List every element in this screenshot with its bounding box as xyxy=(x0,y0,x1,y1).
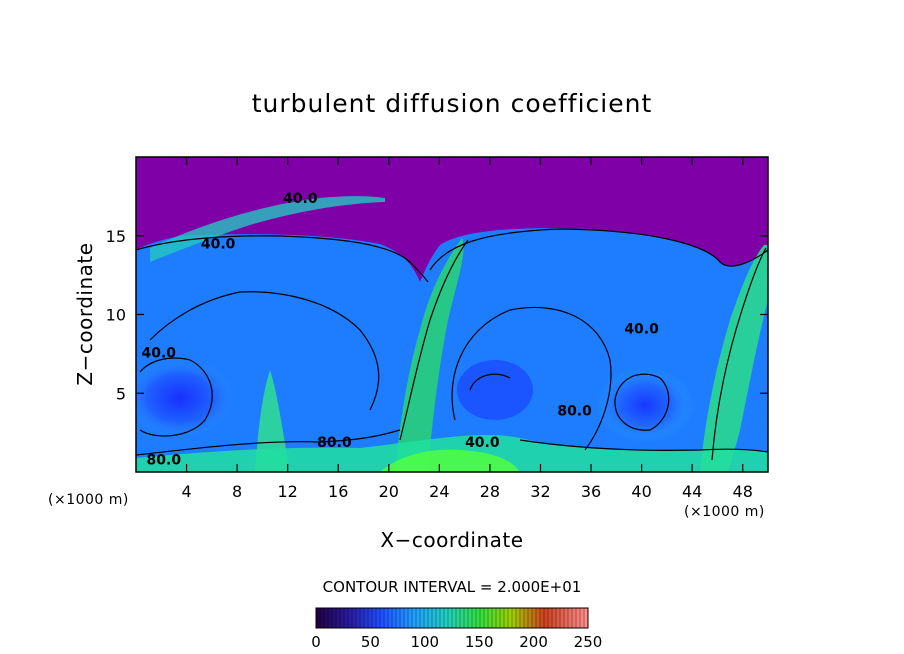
contour-line xyxy=(469,373,511,391)
heatmap-field xyxy=(136,157,768,472)
eddy-left xyxy=(136,358,235,438)
x-tick-label: 8 xyxy=(232,482,242,501)
colorbar-tick-label: 200 xyxy=(519,633,548,651)
contour-line xyxy=(149,291,380,411)
contour-label: 80.0 xyxy=(557,404,592,420)
y-axis-ticks: 5 10 15 xyxy=(106,227,768,403)
x-axis-label: X−coordinate xyxy=(380,528,523,552)
stable-region xyxy=(136,157,768,282)
colorbar-tick-label: 50 xyxy=(361,633,380,651)
y-tick-label: 5 xyxy=(116,384,126,403)
x-tick-label: 20 xyxy=(379,482,399,501)
eddy-center xyxy=(457,360,533,420)
contour-line xyxy=(399,239,469,441)
contour-label: 40.0 xyxy=(283,191,318,207)
colorbar-tick-label: 0 xyxy=(311,633,321,651)
contour-line xyxy=(139,357,213,437)
eddy-right xyxy=(595,367,695,443)
contour-line xyxy=(519,439,768,453)
colorbar-tick-label: 250 xyxy=(574,633,603,651)
colorbar-stripes xyxy=(319,608,585,628)
x-tick-label: 36 xyxy=(581,482,601,501)
x-tick-label: 12 xyxy=(278,482,298,501)
colorbar-tick-label: 100 xyxy=(410,633,439,651)
x-unit-label: (×1000 m) xyxy=(684,504,765,520)
contour-line xyxy=(711,247,767,461)
y-tick-label: 10 xyxy=(106,306,126,325)
x-tick-label: 48 xyxy=(733,482,753,501)
x-tick-label: 28 xyxy=(480,482,500,501)
colorbar-ticks: 0 50 100 150 200 250 xyxy=(311,633,602,651)
contour-label: 80.0 xyxy=(147,452,182,468)
x-tick-label: 4 xyxy=(181,482,191,501)
contour-label: 40.0 xyxy=(141,345,176,361)
chart-title: turbulent diffusion coefficient xyxy=(252,89,653,118)
plume-center-left xyxy=(395,238,464,472)
colorbar-frame xyxy=(315,607,589,629)
contour-line xyxy=(136,429,401,456)
plume-left xyxy=(255,370,290,472)
y-axis-label: Z−coordinate xyxy=(73,242,97,385)
contour-label: 40.0 xyxy=(201,237,236,253)
contour-line xyxy=(614,373,670,431)
upper-shear-band xyxy=(150,196,385,262)
colorbar: 0 50 100 150 200 250 xyxy=(311,607,602,651)
contour-label: 80.0 xyxy=(317,435,352,451)
x-tick-label: 44 xyxy=(682,482,702,501)
x-tick-label: 24 xyxy=(429,482,449,501)
contour-label: 40.0 xyxy=(465,435,500,451)
contour-label: 40.0 xyxy=(624,322,659,338)
x-axis-ticks: 4 8 12 16 20 24 28 32 36 40 44 48 xyxy=(181,157,753,501)
boundary-hotspot xyxy=(380,449,520,472)
contour-line xyxy=(136,235,429,283)
colorbar-tick-label: 150 xyxy=(465,633,494,651)
x-tick-label: 32 xyxy=(530,482,550,501)
x-tick-label: 16 xyxy=(328,482,348,501)
contour-interval-text: CONTOUR INTERVAL = 2.000E+01 xyxy=(323,578,582,596)
contour-lines xyxy=(136,228,768,461)
contour-line xyxy=(451,306,612,451)
x-tick-label: 40 xyxy=(631,482,651,501)
y-unit-label: (×1000 m) xyxy=(48,492,129,508)
y-tick-label: 15 xyxy=(106,227,126,246)
contour-labels: 40.0 40.0 40.0 40.0 80.0 80.0 80.0 40.0 xyxy=(141,191,659,468)
